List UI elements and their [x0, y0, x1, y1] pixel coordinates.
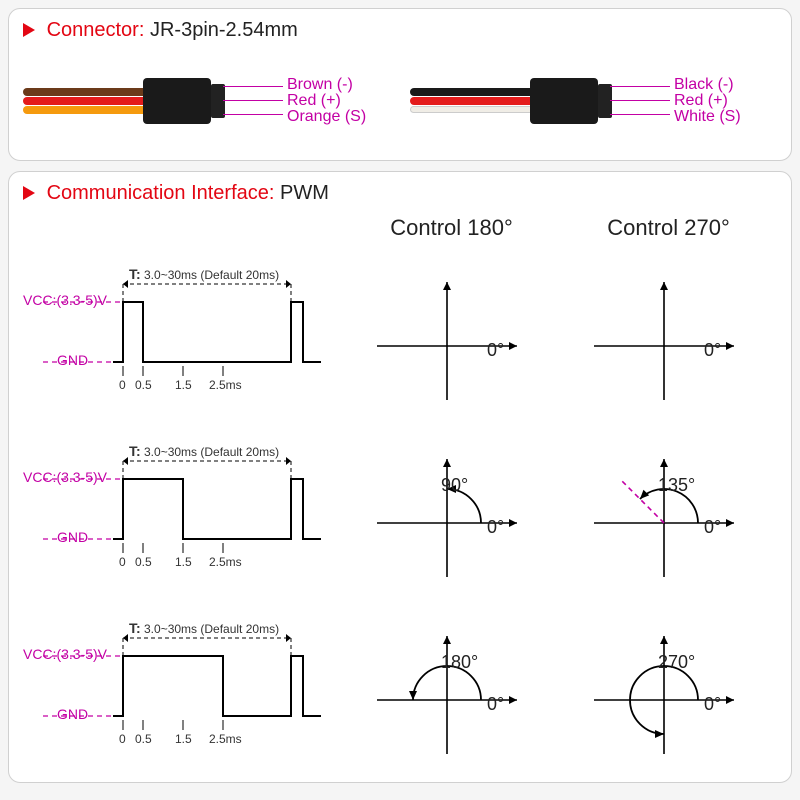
- connector-left: Brown (-) Red (+) Orange (S): [23, 50, 390, 150]
- pwm-grid: Control 180° Control 270° VCC:(3.3-5)V G…: [23, 213, 777, 778]
- connector-title-value: JR-3pin-2.54mm: [150, 19, 298, 41]
- angle-svg: [367, 605, 537, 775]
- plug-left: [143, 78, 211, 124]
- angle-svg: [584, 251, 754, 421]
- xtick: 2.5ms: [209, 555, 242, 569]
- waveform-row-0: VCC:(3.3-5)V GND T: 3.0~30ms (Default 20…: [23, 247, 343, 424]
- pin-line: [223, 100, 283, 101]
- angle-svg: [584, 428, 754, 598]
- angle180-row-2: 0° 180°: [343, 601, 560, 778]
- period-label: T: 3.0~30ms (Default 20ms): [129, 266, 279, 282]
- zero-deg-label: 0°: [487, 340, 504, 361]
- connector-panel: Connector: JR-3pin-2.54mm Brown (-) Red …: [8, 8, 792, 161]
- zero-deg-label: 0°: [704, 694, 721, 715]
- zero-deg-label: 0°: [704, 340, 721, 361]
- connector-title-prefix: Connector:: [47, 19, 145, 41]
- col-header-180: Control 180°: [343, 213, 560, 247]
- zero-deg-label: 0°: [704, 517, 721, 538]
- connectors-row: Brown (-) Red (+) Orange (S) Black (-) R…: [23, 50, 777, 150]
- pwm-title: Communication Interface: PWM: [23, 182, 777, 205]
- wire-black: [410, 88, 540, 96]
- gnd-label: GND: [57, 706, 88, 722]
- wire-white: [410, 106, 540, 113]
- xtick: 1.5: [175, 378, 192, 392]
- angle-svg: [367, 428, 537, 598]
- gnd-label: GND: [57, 352, 88, 368]
- angle-svg: [367, 251, 537, 421]
- triangle-icon: [23, 23, 35, 37]
- pwm-panel: Communication Interface: PWM Control 180…: [8, 171, 792, 783]
- pin-line: [223, 86, 283, 87]
- xtick: 2.5ms: [209, 732, 242, 746]
- angle-deg-label: 270°: [658, 652, 695, 673]
- period-label: T: 3.0~30ms (Default 20ms): [129, 443, 279, 459]
- plug-right: [530, 78, 598, 124]
- xtick: 1.5: [175, 555, 192, 569]
- wire-orange: [23, 106, 153, 114]
- wire-red: [410, 97, 540, 105]
- angle-deg-label: 90°: [441, 475, 468, 496]
- pin-label: Orange (S): [287, 108, 366, 126]
- xtick: 0: [119, 555, 126, 569]
- pwm-title-value: PWM: [280, 182, 329, 204]
- xtick: 0.5: [135, 378, 152, 392]
- connector-right: Black (-) Red (+) White (S): [410, 50, 777, 150]
- pin-label: White (S): [674, 108, 741, 126]
- wire-bundle-right: [410, 88, 540, 116]
- wire-bundle-left: [23, 88, 153, 116]
- zero-deg-label: 0°: [487, 694, 504, 715]
- angle270-row-0: 0°: [560, 247, 777, 424]
- period-label: T: 3.0~30ms (Default 20ms): [129, 620, 279, 636]
- wire-brown: [23, 88, 153, 96]
- angle270-row-2: 0° 270°: [560, 601, 777, 778]
- col-header-270: Control 270°: [560, 213, 777, 247]
- angle-deg-label: 180°: [441, 652, 478, 673]
- vcc-label: VCC:(3.3-5)V: [23, 469, 107, 485]
- xtick: 0.5: [135, 555, 152, 569]
- angle180-row-1: 0° 90°: [343, 424, 560, 601]
- xtick: 2.5ms: [209, 378, 242, 392]
- waveform-row-2: VCC:(3.3-5)V GND T: 3.0~30ms (Default 20…: [23, 601, 343, 778]
- xtick: 0: [119, 378, 126, 392]
- pin-line: [223, 114, 283, 115]
- zero-deg-label: 0°: [487, 517, 504, 538]
- gnd-label: GND: [57, 529, 88, 545]
- pin-line: [610, 100, 670, 101]
- connector-title: Connector: JR-3pin-2.54mm: [23, 19, 777, 42]
- triangle-icon: [23, 186, 35, 200]
- pin-line: [610, 86, 670, 87]
- vcc-label: VCC:(3.3-5)V: [23, 646, 107, 662]
- vcc-label: VCC:(3.3-5)V: [23, 292, 107, 308]
- angle270-row-1: 0° 135°: [560, 424, 777, 601]
- xtick: 0: [119, 732, 126, 746]
- angle-svg: [584, 605, 754, 775]
- xtick: 0.5: [135, 732, 152, 746]
- angle180-row-0: 0°: [343, 247, 560, 424]
- pwm-title-prefix: Communication Interface:: [47, 182, 275, 204]
- angle-deg-label: 135°: [658, 475, 695, 496]
- waveform-row-1: VCC:(3.3-5)V GND T: 3.0~30ms (Default 20…: [23, 424, 343, 601]
- pin-line: [610, 114, 670, 115]
- xtick: 1.5: [175, 732, 192, 746]
- wire-red: [23, 97, 153, 105]
